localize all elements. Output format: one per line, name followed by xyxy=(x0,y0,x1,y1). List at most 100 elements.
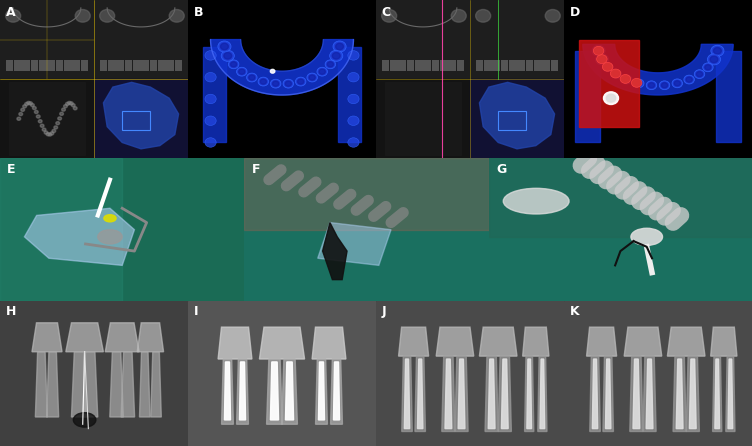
Circle shape xyxy=(593,46,604,55)
Circle shape xyxy=(50,132,53,135)
Circle shape xyxy=(26,101,30,104)
Polygon shape xyxy=(488,359,495,429)
Circle shape xyxy=(661,83,668,88)
Polygon shape xyxy=(673,356,687,432)
Circle shape xyxy=(632,78,642,87)
Circle shape xyxy=(99,9,114,22)
Polygon shape xyxy=(218,327,252,359)
Circle shape xyxy=(631,228,663,245)
Circle shape xyxy=(25,103,29,106)
Polygon shape xyxy=(603,356,614,432)
Circle shape xyxy=(475,9,490,22)
Circle shape xyxy=(258,77,268,86)
Circle shape xyxy=(672,79,683,88)
Polygon shape xyxy=(9,83,84,155)
Polygon shape xyxy=(676,359,683,429)
Polygon shape xyxy=(271,362,278,420)
Circle shape xyxy=(382,9,397,22)
Circle shape xyxy=(298,79,304,84)
Circle shape xyxy=(317,67,327,76)
Polygon shape xyxy=(417,359,423,429)
Polygon shape xyxy=(211,40,353,95)
Circle shape xyxy=(596,54,608,65)
Circle shape xyxy=(714,47,721,54)
Polygon shape xyxy=(71,352,86,417)
Circle shape xyxy=(711,45,724,56)
Polygon shape xyxy=(713,356,722,432)
Polygon shape xyxy=(711,327,737,356)
Circle shape xyxy=(98,230,122,244)
Polygon shape xyxy=(728,359,732,429)
Circle shape xyxy=(36,115,40,118)
Circle shape xyxy=(635,81,642,86)
Polygon shape xyxy=(316,359,327,424)
Circle shape xyxy=(605,65,611,70)
Text: C: C xyxy=(381,6,391,19)
Polygon shape xyxy=(605,359,611,429)
Polygon shape xyxy=(646,359,653,429)
Circle shape xyxy=(646,81,656,90)
Polygon shape xyxy=(47,352,59,417)
Circle shape xyxy=(623,77,630,82)
Circle shape xyxy=(347,116,359,125)
Circle shape xyxy=(48,133,52,136)
Bar xyxy=(203,47,226,142)
Circle shape xyxy=(595,47,602,54)
Bar xyxy=(716,51,741,142)
Polygon shape xyxy=(445,359,452,429)
Bar xyxy=(94,0,188,79)
Circle shape xyxy=(205,51,217,60)
Circle shape xyxy=(684,75,694,84)
Circle shape xyxy=(38,120,42,123)
Bar xyxy=(338,47,361,142)
Circle shape xyxy=(230,62,237,67)
Circle shape xyxy=(56,122,59,125)
Circle shape xyxy=(44,131,48,134)
Polygon shape xyxy=(239,362,246,420)
Polygon shape xyxy=(593,359,598,429)
Circle shape xyxy=(260,79,266,84)
Polygon shape xyxy=(259,327,305,359)
Polygon shape xyxy=(538,356,547,432)
Polygon shape xyxy=(323,223,347,280)
Circle shape xyxy=(606,94,616,102)
Circle shape xyxy=(224,53,232,59)
Circle shape xyxy=(54,126,58,129)
Polygon shape xyxy=(237,359,248,424)
Bar xyxy=(244,158,489,230)
Bar xyxy=(376,79,470,158)
Polygon shape xyxy=(525,356,534,432)
Text: G: G xyxy=(496,163,507,176)
Polygon shape xyxy=(66,323,104,352)
Text: H: H xyxy=(6,306,16,318)
Circle shape xyxy=(708,54,720,65)
Circle shape xyxy=(71,103,75,107)
Polygon shape xyxy=(333,362,340,420)
Polygon shape xyxy=(480,327,517,356)
Ellipse shape xyxy=(503,188,569,214)
Bar xyxy=(376,0,470,79)
Text: J: J xyxy=(381,306,387,318)
Circle shape xyxy=(285,81,292,87)
Polygon shape xyxy=(480,83,555,149)
Circle shape xyxy=(705,65,711,70)
Circle shape xyxy=(602,62,613,71)
Circle shape xyxy=(68,101,71,104)
Polygon shape xyxy=(458,359,465,429)
Circle shape xyxy=(307,73,317,82)
Circle shape xyxy=(23,105,26,108)
Polygon shape xyxy=(224,362,231,420)
Circle shape xyxy=(17,117,21,120)
Bar xyxy=(470,79,564,158)
Circle shape xyxy=(674,81,681,86)
Circle shape xyxy=(29,102,32,105)
Text: F: F xyxy=(252,163,260,176)
Polygon shape xyxy=(318,362,325,420)
Polygon shape xyxy=(140,352,150,417)
Circle shape xyxy=(218,41,231,52)
Polygon shape xyxy=(540,359,544,429)
Bar xyxy=(0,158,122,301)
Circle shape xyxy=(710,56,718,63)
Polygon shape xyxy=(266,359,282,424)
Circle shape xyxy=(283,79,293,88)
